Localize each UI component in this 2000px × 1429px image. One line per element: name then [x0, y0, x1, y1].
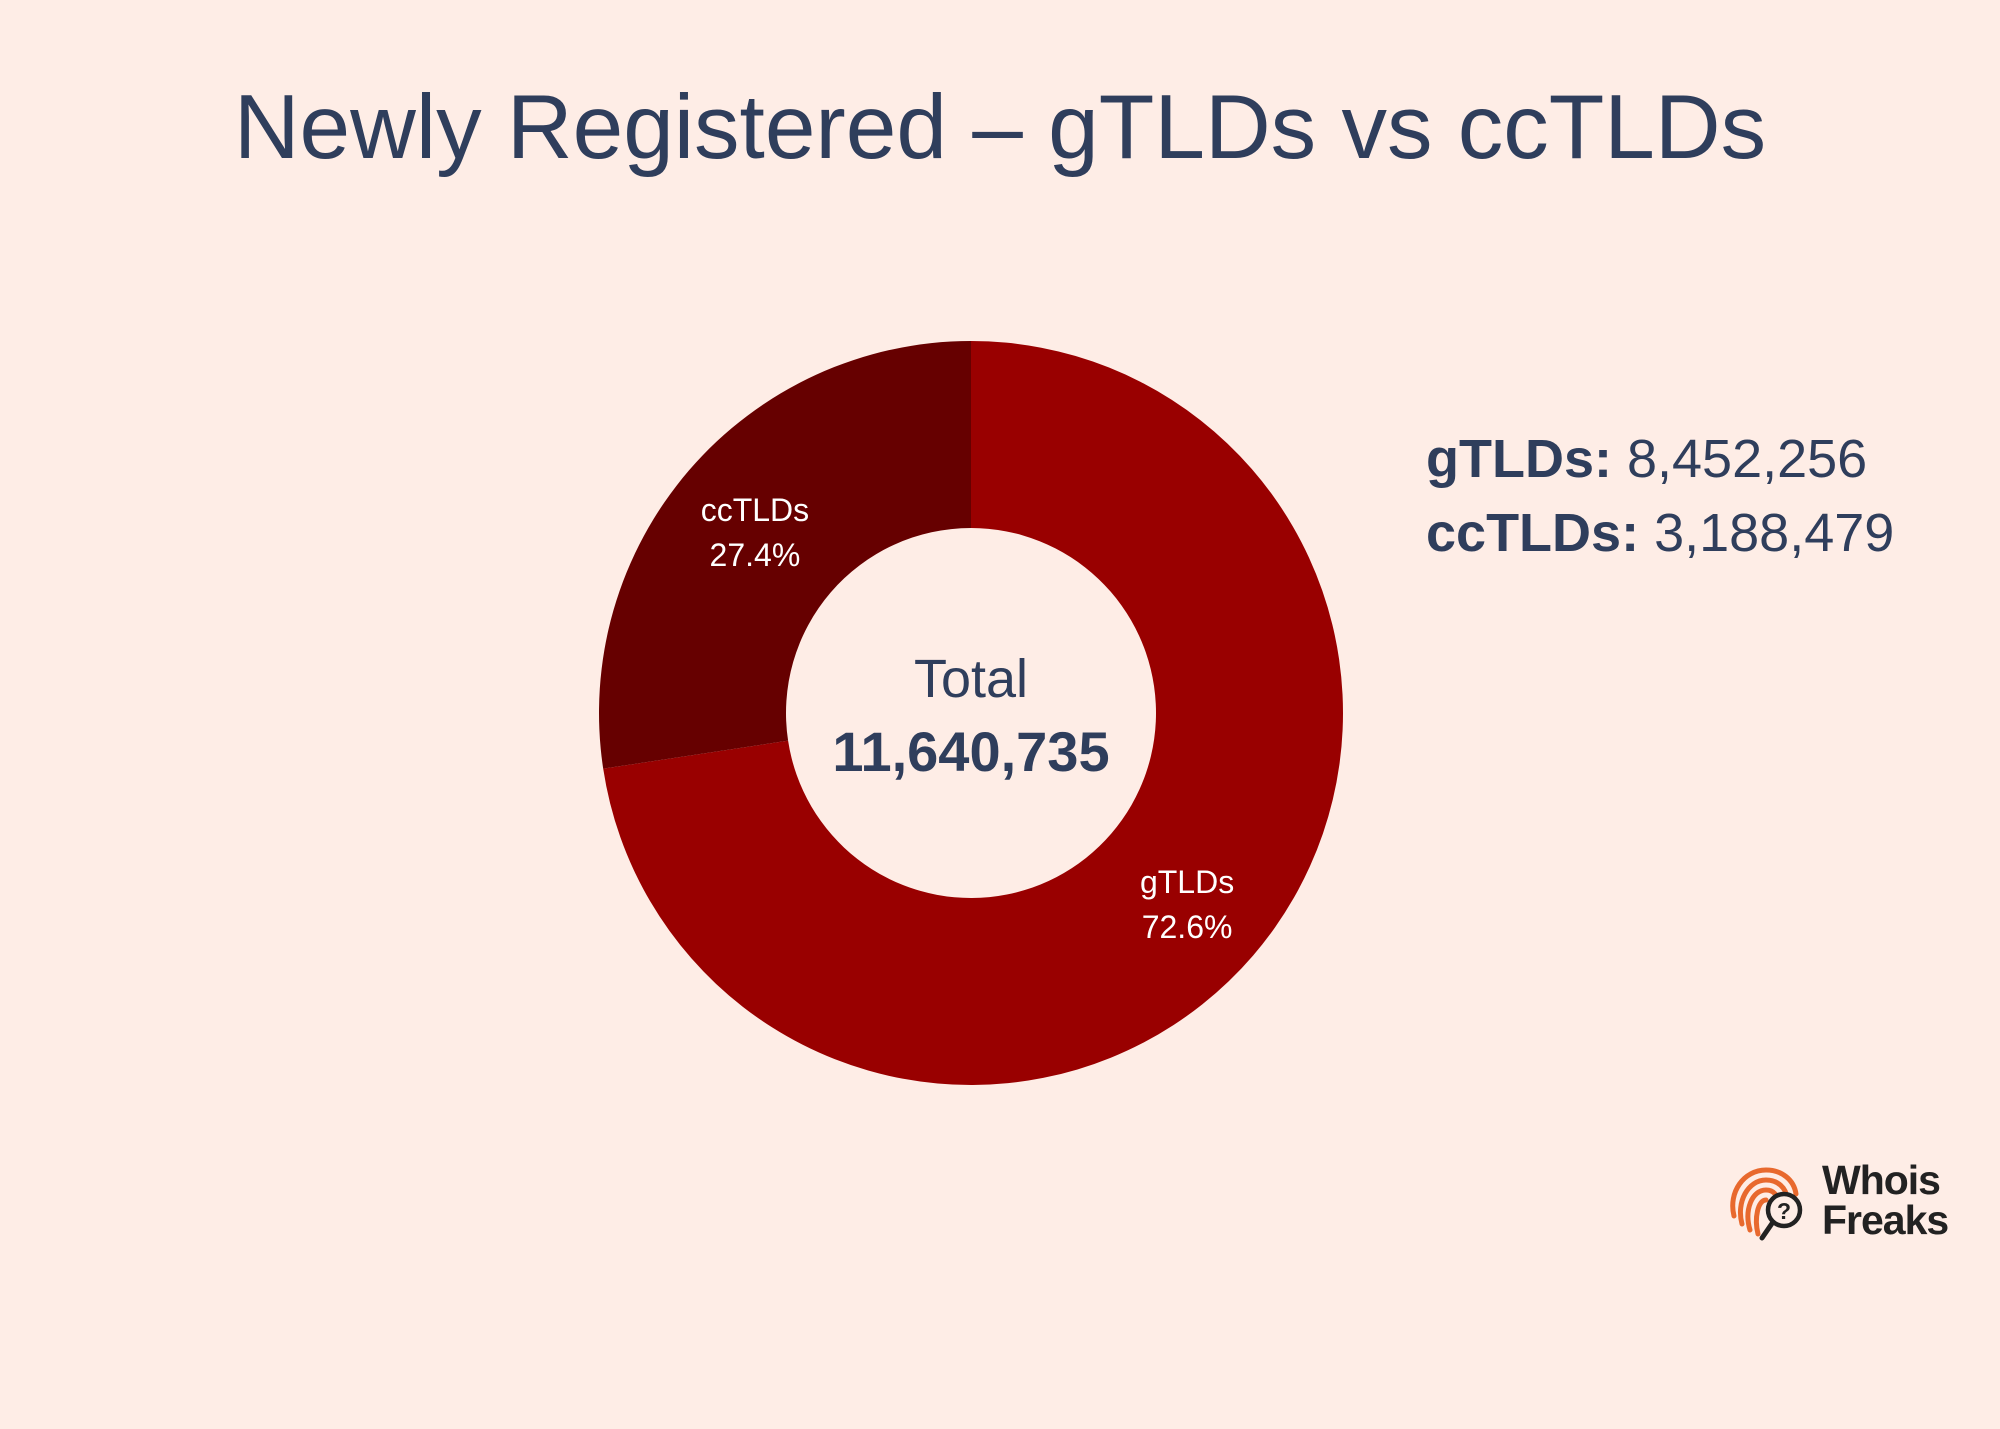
donut-slices: [599, 341, 1343, 1086]
svg-text:?: ?: [1777, 1198, 1791, 1224]
fingerprint-magnifier-icon: ?: [1730, 1167, 1803, 1241]
legend-value: 3,188,479: [1654, 503, 1895, 563]
legend-row-cctlds: ccTLDs: 3,188,479: [1426, 496, 1894, 570]
slice-gtlds: [603, 341, 1343, 1086]
legend-row-gtlds: gTLDs: 8,452,256: [1426, 422, 1894, 496]
center-total-label: Total: [914, 649, 1028, 709]
slice-label-percent: 27.4%: [710, 537, 801, 573]
legend-key: gTLDs:: [1426, 429, 1612, 489]
slice-label-name: ccTLDs: [701, 492, 809, 528]
logo-line-1: Whois: [1822, 1157, 1941, 1203]
slice-label-name: gTLDs: [1140, 864, 1234, 900]
legend-value: 8,452,256: [1626, 429, 1868, 489]
legend-key: ccTLDs:: [1426, 503, 1640, 563]
slice-cctlds: [599, 341, 971, 769]
slice-label-percent: 72.6%: [1142, 909, 1233, 945]
slice-labels: gTLDs 72.6% ccTLDs 27.4%: [701, 492, 1235, 945]
logo-text: Whois Freaks: [1822, 1157, 1949, 1243]
whoisfreaks-logo: ? Whois Freaks: [1722, 1158, 1982, 1248]
logo-line-2: Freaks: [1822, 1197, 1949, 1243]
legend: gTLDs: 8,452,256 ccTLDs: 3,188,479: [1426, 422, 1894, 570]
chart-title: Newly Registered – gTLDs vs ccTLDs: [233, 77, 1767, 178]
center-total-value: 11,640,735: [832, 720, 1109, 783]
